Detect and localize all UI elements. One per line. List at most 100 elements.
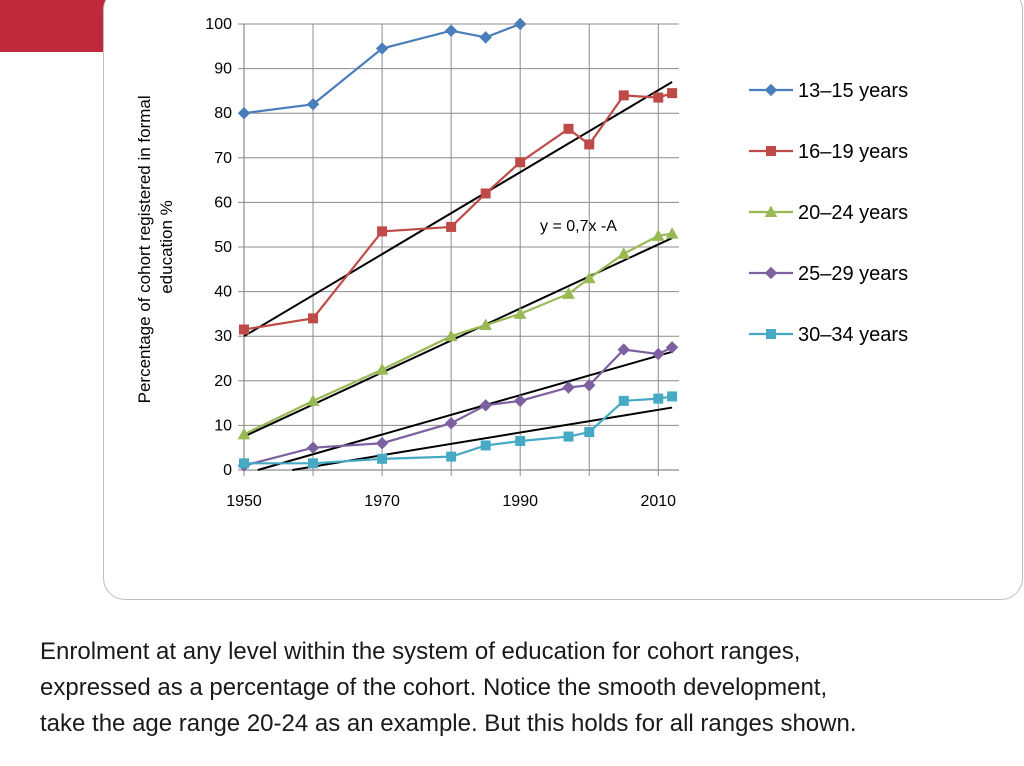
x-tick-label: 1990 (502, 493, 538, 510)
data-point (377, 453, 388, 464)
series-group (239, 88, 678, 335)
data-point (306, 394, 320, 406)
data-point (665, 227, 679, 239)
series-group (239, 391, 678, 469)
data-point (513, 17, 527, 31)
caption: Enrolment at any level within the system… (40, 634, 1000, 742)
x-tick-label: 1950 (226, 493, 262, 510)
trendline-equation: y = 0,7x -A (540, 218, 617, 235)
legend-item: 30–34 years (749, 324, 908, 346)
data-point (479, 318, 493, 331)
data-point (308, 313, 319, 324)
y-tick-label: 90 (214, 61, 232, 78)
data-point (375, 363, 389, 375)
data-point (377, 226, 388, 237)
y-tick-label: 100 (205, 16, 232, 33)
chart: 0 10 20 30 40 50 60 70 80 90 100 1950 1970 1990 2010 1… (135, 16, 908, 510)
legend-label: 16–19 years (798, 141, 908, 163)
y-tick-label: 80 (214, 105, 232, 122)
data-point (480, 440, 491, 451)
accent-bar (0, 0, 115, 52)
data-point (562, 287, 575, 299)
data-point (665, 341, 679, 354)
data-point (584, 139, 595, 150)
data-point (562, 381, 575, 394)
data-point (617, 247, 631, 259)
data-point (513, 307, 527, 319)
data-point (563, 431, 574, 442)
caption-line: Enrolment at any level within the system… (40, 638, 801, 665)
data-point (584, 427, 595, 438)
trendline (243, 81, 673, 338)
series-line (243, 92, 673, 331)
series-group (237, 17, 527, 120)
legend-item: 13–15 years (749, 80, 908, 102)
y-tick-label: 10 (214, 417, 232, 434)
y-tick-label: 70 (214, 150, 232, 167)
chart-frame (103, 0, 1023, 600)
data-point (237, 427, 251, 440)
legend-marker (766, 329, 776, 339)
data-point (375, 437, 389, 450)
data-point (306, 98, 320, 111)
data-point (444, 416, 458, 430)
data-point (667, 391, 678, 402)
series-group (237, 227, 679, 440)
legend-item: 20–24 years (749, 202, 908, 224)
data-point (583, 379, 596, 392)
data-point (653, 393, 664, 404)
series (237, 17, 679, 472)
data-point (651, 229, 665, 241)
trendline (243, 237, 673, 438)
data-point (652, 347, 665, 361)
legend-item: 25–29 years (749, 263, 908, 285)
axes: 0 10 20 30 40 50 60 70 80 90 100 1950 1970 1990 2010 (205, 16, 679, 510)
y-tick-label: 20 (214, 373, 232, 390)
data-point (480, 188, 491, 199)
data-point (582, 271, 596, 284)
data-point (444, 329, 458, 342)
data-point (444, 24, 458, 37)
legend: 13–15 years 16–19 years 20–24 years 25–29 y… (749, 80, 908, 346)
data-point (479, 399, 492, 412)
trendlines (243, 81, 673, 471)
series-line (243, 22, 521, 115)
data-point (375, 42, 389, 55)
legend-label: 30–34 years (798, 324, 908, 346)
legend-marker (764, 266, 778, 280)
legend-marker (764, 205, 778, 217)
data-point (618, 395, 629, 406)
legend-label: 20–24 years (798, 202, 908, 224)
data-point (237, 106, 251, 120)
legend-label: 13–15 years (798, 80, 908, 102)
data-point (306, 441, 320, 454)
data-point (239, 324, 249, 335)
data-point (239, 458, 249, 469)
data-point (618, 90, 629, 101)
y-tick-label: 30 (214, 328, 232, 345)
data-point (667, 88, 678, 99)
data-point (617, 343, 630, 356)
y-tick-label: 50 (214, 239, 232, 256)
legend-label: 25–29 years (798, 263, 908, 285)
y-tick-label: 40 (214, 284, 232, 301)
caption-line: expressed as a percentage of the cohort.… (40, 674, 828, 701)
data-point (515, 436, 526, 447)
y-tick-label: 0 (223, 462, 232, 479)
caption-line: take the age range 20-24 as an example. … (40, 710, 857, 737)
data-point (446, 451, 457, 462)
y-axis-label-line: Percentage of cohort registered in forma… (135, 95, 154, 403)
data-point (563, 123, 574, 134)
data-point (653, 92, 664, 103)
y-axis-label: Percentage of cohort registered in forma… (135, 91, 176, 404)
x-tick-label: 1970 (364, 493, 400, 510)
data-point (513, 394, 527, 408)
legend-marker (764, 83, 778, 97)
data-point (308, 458, 319, 469)
x-tick-label: 2010 (640, 493, 676, 510)
y-axis-label-line: education % (157, 200, 176, 294)
data-point (515, 157, 526, 168)
legend-item: 16–19 years (749, 141, 908, 163)
y-tick-label: 60 (214, 194, 232, 211)
data-point (446, 221, 457, 232)
